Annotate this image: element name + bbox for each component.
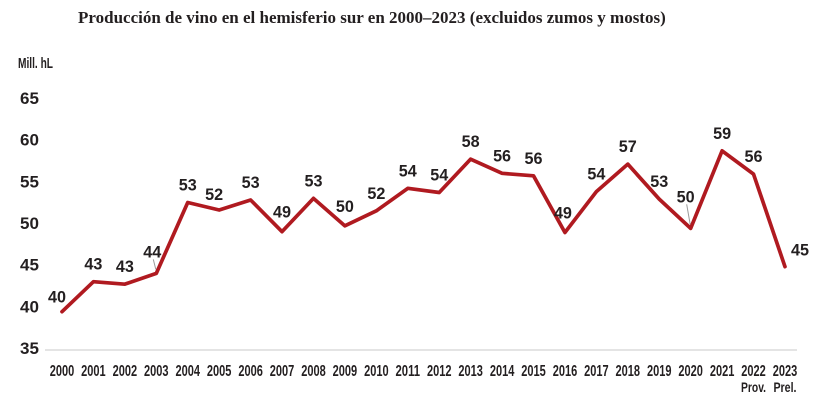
value-label: 54 (399, 161, 418, 180)
x-tick-label: 2000 (50, 363, 75, 380)
y-axis-unit-label: Mill. hL (18, 55, 53, 72)
value-label: 43 (84, 255, 102, 274)
x-tick-label: 2012 (427, 363, 452, 380)
value-label: 56 (525, 149, 543, 168)
value-label: 54 (587, 165, 606, 184)
value-label: 52 (367, 184, 385, 203)
y-tick-label: 45 (20, 256, 39, 275)
x-tick-label: 2021 (710, 363, 735, 380)
value-label: 54 (430, 166, 449, 185)
value-label: 59 (713, 124, 731, 143)
x-tick-label: 2014 (490, 363, 515, 380)
x-tick-label: 2015 (521, 363, 546, 380)
x-tick-label: 2023 (773, 363, 798, 380)
chart-title: Producción de vino en el hemisferio sur … (78, 8, 666, 27)
value-label: 40 (48, 288, 66, 307)
value-label: 56 (745, 147, 763, 166)
value-label: 58 (462, 132, 480, 151)
x-tick-label: 2008 (301, 363, 326, 380)
y-tick-label: 55 (20, 172, 39, 191)
x-tick-label: 2018 (616, 363, 641, 380)
x-tick-label: 2022 (741, 363, 766, 380)
x-tick-label: 2013 (458, 363, 483, 380)
x-tick-label: 2001 (81, 363, 106, 380)
x-tick-label: 2007 (270, 363, 295, 380)
value-label: 50 (336, 197, 354, 216)
value-label: 53 (242, 173, 260, 192)
x-tick-label: 2009 (333, 363, 358, 380)
value-label: 52 (205, 185, 223, 204)
x-tick-label: 2017 (584, 363, 609, 380)
x-tick-label: 2005 (207, 363, 232, 380)
x-tick-label: 2002 (113, 363, 138, 380)
value-label: 45 (791, 241, 809, 260)
x-tick-label: 2019 (647, 363, 672, 380)
leader-line (152, 259, 157, 270)
value-label: 49 (273, 203, 291, 222)
value-label: 53 (304, 171, 322, 190)
x-tick-label: 2004 (175, 363, 200, 380)
value-label: 56 (493, 146, 511, 165)
x-tick-sublabel: Prel. (773, 379, 796, 395)
y-tick-label: 60 (20, 131, 39, 150)
value-label: 44 (143, 242, 162, 261)
value-label: 53 (650, 172, 668, 191)
y-tick-label: 40 (20, 297, 39, 316)
x-tick-label: 2011 (396, 363, 421, 380)
x-tick-label: 2006 (238, 363, 263, 380)
value-label: 49 (554, 204, 572, 223)
production-line (60, 148, 787, 314)
y-tick-label: 50 (20, 214, 39, 233)
value-label: 50 (677, 187, 695, 206)
x-tick-label: 2003 (144, 363, 169, 380)
leader-line (686, 204, 691, 225)
value-label: 53 (179, 176, 197, 195)
x-tick-sublabel: Prov. (741, 379, 766, 395)
value-label: 57 (619, 137, 637, 156)
x-tick-label: 2010 (364, 363, 389, 380)
y-tick-label: 65 (20, 89, 39, 108)
x-tick-label: 2020 (678, 363, 703, 380)
x-tick-label: 2016 (553, 363, 578, 380)
value-label: 43 (116, 257, 134, 276)
y-tick-label: 35 (20, 339, 39, 358)
